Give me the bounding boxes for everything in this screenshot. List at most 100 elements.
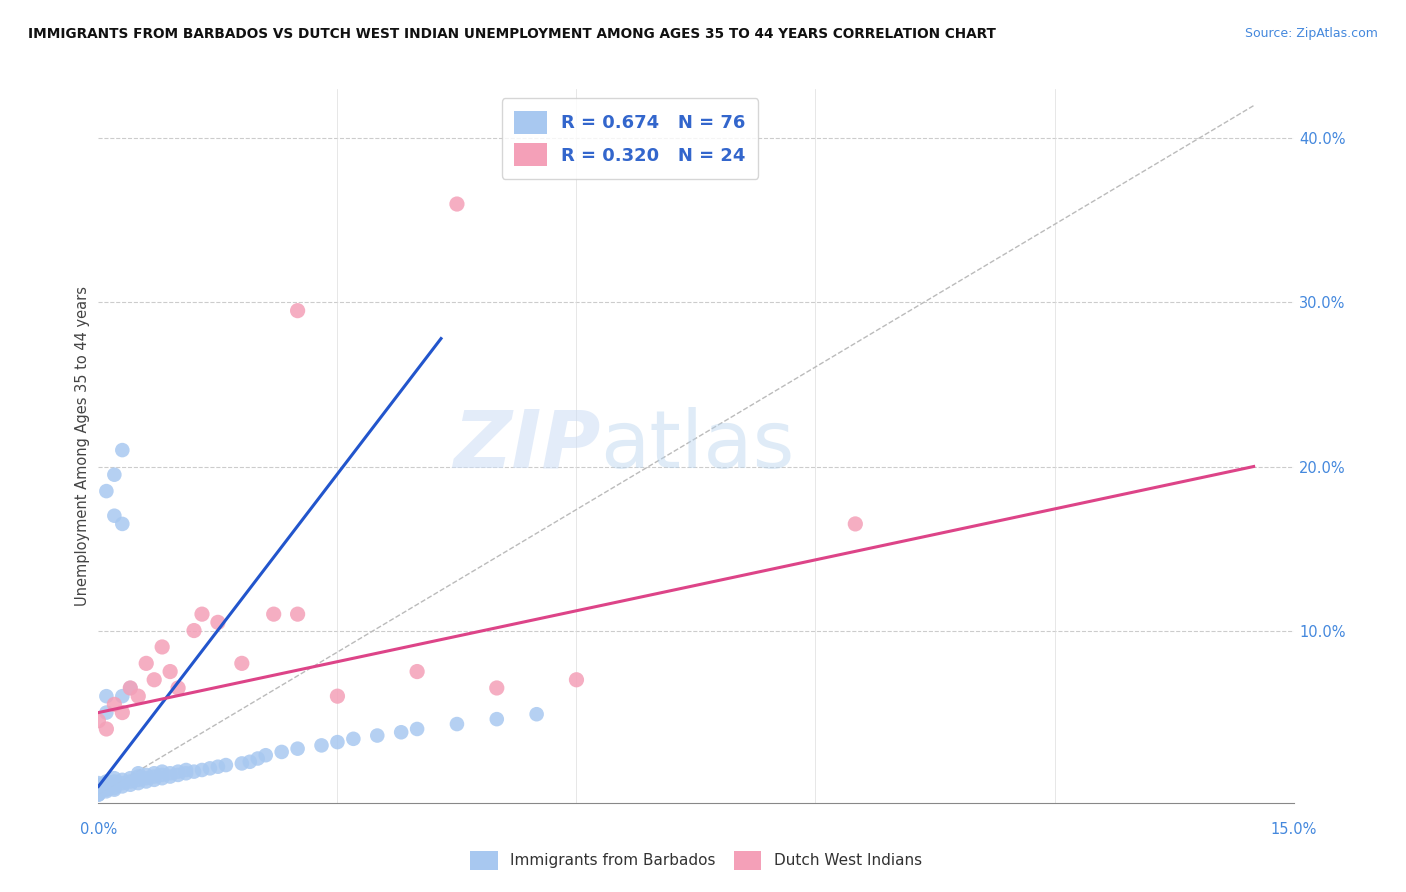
Point <box>191 763 214 777</box>
Point <box>174 763 197 777</box>
Point <box>120 771 142 785</box>
Point <box>127 776 149 790</box>
Point <box>96 722 118 736</box>
Point <box>167 764 190 779</box>
Point <box>167 768 190 782</box>
Point <box>120 778 142 792</box>
Point <box>96 780 118 794</box>
Point <box>198 761 221 775</box>
Point <box>215 758 238 772</box>
Point <box>120 681 142 695</box>
Point <box>103 774 125 789</box>
Point <box>342 731 364 746</box>
Point <box>389 725 412 739</box>
Point <box>96 689 118 703</box>
Point <box>143 673 166 687</box>
Point <box>111 776 134 790</box>
Point <box>120 774 142 789</box>
Point <box>111 689 134 703</box>
Point <box>111 780 134 794</box>
Point <box>96 778 118 792</box>
Point <box>287 303 309 318</box>
Point <box>96 784 118 798</box>
Point <box>96 782 118 797</box>
Point <box>159 770 181 784</box>
Point <box>111 772 134 787</box>
Point <box>87 788 110 802</box>
Point <box>231 756 253 771</box>
Point <box>103 778 125 792</box>
Point <box>143 766 166 780</box>
Point <box>406 722 429 736</box>
Point <box>120 681 142 695</box>
Point <box>246 751 269 765</box>
Point <box>96 706 118 720</box>
Point <box>96 780 118 795</box>
Point <box>87 786 110 800</box>
Text: atlas: atlas <box>600 407 794 485</box>
Point <box>87 780 110 795</box>
Point <box>135 657 157 671</box>
Point <box>111 706 134 720</box>
Point <box>111 443 134 458</box>
Point <box>174 766 197 780</box>
Text: Source: ZipAtlas.com: Source: ZipAtlas.com <box>1244 27 1378 40</box>
Point <box>103 698 125 712</box>
Point <box>103 508 125 523</box>
Point <box>207 615 229 630</box>
Point <box>143 772 166 787</box>
Point <box>263 607 285 622</box>
Point <box>87 714 110 728</box>
Point <box>167 681 190 695</box>
Text: 15.0%: 15.0% <box>1271 822 1316 837</box>
Point <box>87 788 110 802</box>
Point <box>103 467 125 482</box>
Point <box>135 771 157 785</box>
Legend: Immigrants from Barbados, Dutch West Indians: Immigrants from Barbados, Dutch West Ind… <box>463 843 929 877</box>
Point <box>844 516 866 531</box>
Text: ZIP: ZIP <box>453 407 600 485</box>
Point <box>207 760 229 774</box>
Point <box>366 729 388 743</box>
Point <box>150 771 173 785</box>
Point <box>143 770 166 784</box>
Point <box>287 607 309 622</box>
Point <box>485 712 508 726</box>
Point <box>239 755 262 769</box>
Point <box>485 681 508 695</box>
Point <box>87 776 110 790</box>
Point <box>96 774 118 789</box>
Point <box>446 197 468 211</box>
Point <box>326 735 349 749</box>
Point <box>231 657 253 671</box>
Point <box>565 673 588 687</box>
Y-axis label: Unemployment Among Ages 35 to 44 years: Unemployment Among Ages 35 to 44 years <box>75 286 90 606</box>
Point <box>135 768 157 782</box>
Point <box>150 768 173 782</box>
Text: 0.0%: 0.0% <box>80 822 117 837</box>
Point <box>127 772 149 787</box>
Point <box>103 782 125 797</box>
Point <box>87 784 110 798</box>
Point <box>150 640 173 654</box>
Point <box>311 739 333 753</box>
Point <box>183 764 205 779</box>
Point <box>159 665 181 679</box>
Point <box>183 624 205 638</box>
Text: IMMIGRANTS FROM BARBADOS VS DUTCH WEST INDIAN UNEMPLOYMENT AMONG AGES 35 TO 44 Y: IMMIGRANTS FROM BARBADOS VS DUTCH WEST I… <box>28 27 995 41</box>
Point <box>150 764 173 779</box>
Point <box>87 786 110 800</box>
Point <box>87 778 110 792</box>
Point <box>526 707 548 722</box>
Point <box>103 771 125 785</box>
Point <box>111 516 134 531</box>
Point <box>254 748 277 763</box>
Point <box>406 665 429 679</box>
Point <box>127 766 149 780</box>
Point <box>135 774 157 789</box>
Point <box>191 607 214 622</box>
Point <box>127 689 149 703</box>
Point <box>446 717 468 731</box>
Point <box>103 780 125 795</box>
Point <box>287 741 309 756</box>
